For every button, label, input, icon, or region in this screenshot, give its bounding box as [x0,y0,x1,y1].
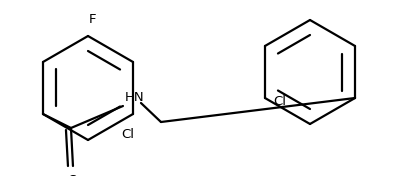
Text: F: F [89,13,97,26]
Text: O: O [68,174,78,176]
Text: Cl: Cl [122,128,135,141]
Text: Cl: Cl [273,96,286,108]
Text: HN: HN [125,91,145,104]
